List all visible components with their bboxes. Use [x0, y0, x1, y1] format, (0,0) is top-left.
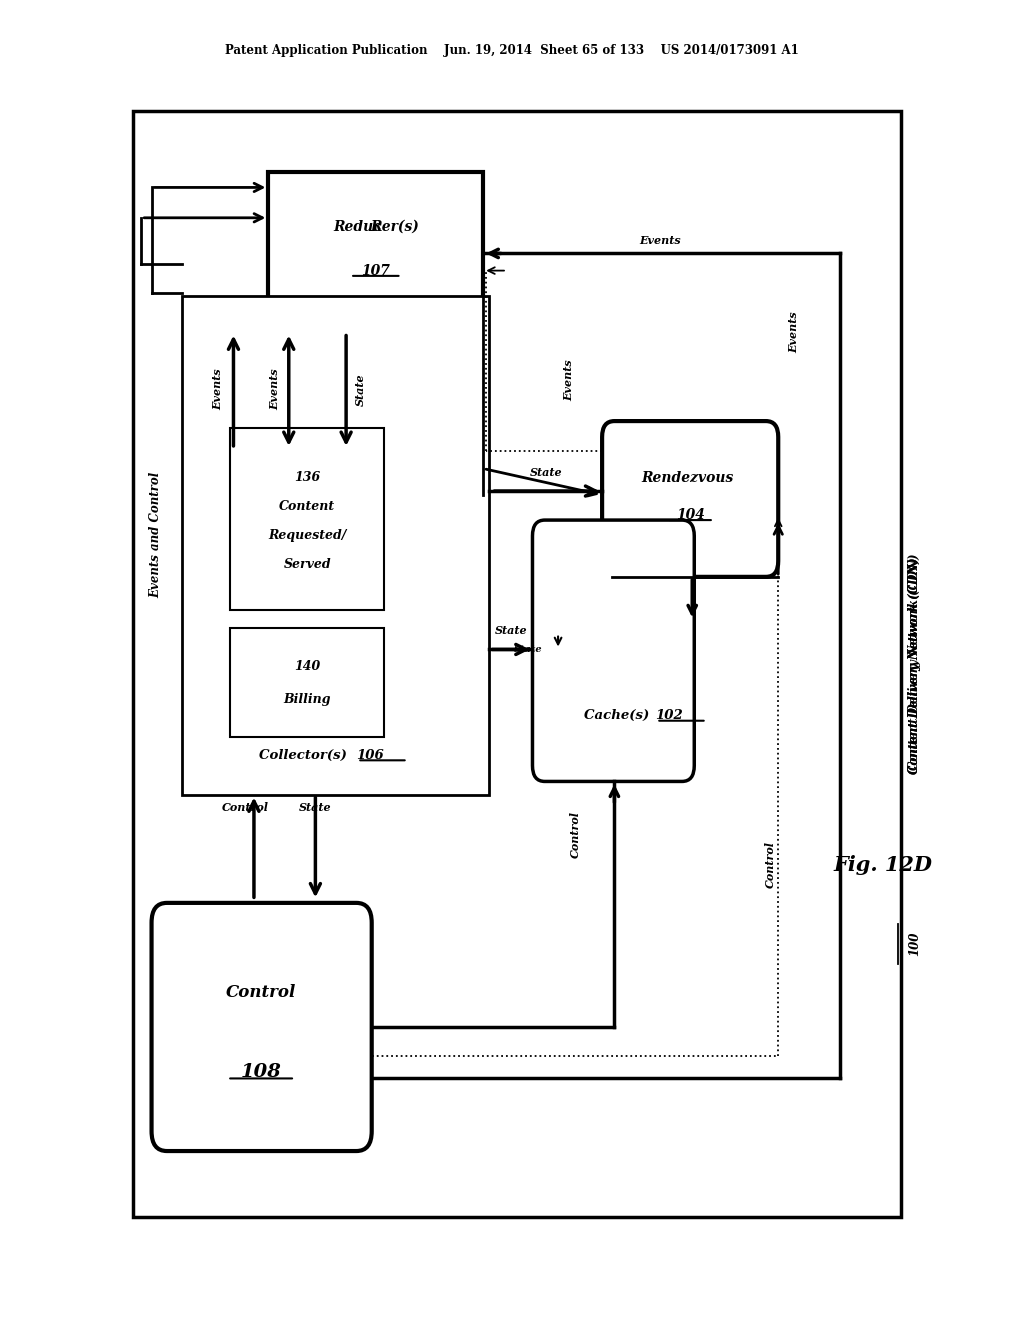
- Text: State: State: [299, 803, 332, 813]
- Text: Events and Control: Events and Control: [150, 471, 162, 598]
- Text: Events: Events: [788, 312, 799, 354]
- Text: Requested/: Requested/: [268, 529, 346, 543]
- Text: 107: 107: [361, 264, 390, 277]
- Text: Control: Control: [226, 985, 296, 1001]
- Text: Events: Events: [563, 359, 573, 401]
- Text: Served: Served: [284, 558, 331, 572]
- Text: 100: 100: [908, 932, 921, 956]
- Text: Content Delivery Network (CDN): Content Delivery Network (CDN): [908, 549, 921, 771]
- Text: Control: Control: [570, 810, 581, 858]
- Text: Events: Events: [269, 368, 280, 411]
- FancyBboxPatch shape: [133, 111, 901, 1217]
- Text: 136: 136: [294, 471, 321, 484]
- Text: Fig. 12D: Fig. 12D: [834, 854, 932, 875]
- Text: Cache(s): Cache(s): [584, 709, 653, 722]
- Text: State: State: [355, 374, 366, 405]
- Text: State: State: [529, 467, 562, 478]
- Text: 140: 140: [294, 660, 321, 673]
- FancyBboxPatch shape: [230, 628, 384, 737]
- Text: 106: 106: [356, 748, 384, 762]
- Text: Patent Application Publication    Jun. 19, 2014  Sheet 65 of 133    US 2014/0173: Patent Application Publication Jun. 19, …: [225, 44, 799, 57]
- Text: R: R: [370, 220, 382, 234]
- Text: Content: Content: [280, 500, 335, 513]
- Text: 104: 104: [676, 508, 705, 521]
- Text: Control: Control: [222, 803, 269, 813]
- Text: Events: Events: [213, 368, 223, 411]
- Text: Events: Events: [640, 235, 681, 246]
- FancyBboxPatch shape: [268, 172, 483, 333]
- FancyBboxPatch shape: [182, 296, 489, 795]
- Text: Content Delivery Network (CDN): Content Delivery Network (CDN): [908, 553, 921, 775]
- FancyBboxPatch shape: [152, 903, 372, 1151]
- Text: Billing: Billing: [284, 693, 331, 706]
- Text: State: State: [495, 626, 527, 636]
- Text: Content Delivery Network (CDN): Content Delivery Network (CDN): [908, 553, 921, 775]
- Text: Rendezvous: Rendezvous: [642, 471, 738, 484]
- FancyBboxPatch shape: [230, 428, 384, 610]
- Text: Control: Control: [765, 841, 775, 888]
- FancyBboxPatch shape: [532, 520, 694, 781]
- Text: Collector(s): Collector(s): [259, 748, 351, 762]
- FancyBboxPatch shape: [602, 421, 778, 577]
- Text: 108: 108: [241, 1063, 282, 1081]
- Text: Reducer(s): Reducer(s): [333, 220, 419, 234]
- Text: State: State: [514, 645, 543, 653]
- Text: 102: 102: [655, 709, 683, 722]
